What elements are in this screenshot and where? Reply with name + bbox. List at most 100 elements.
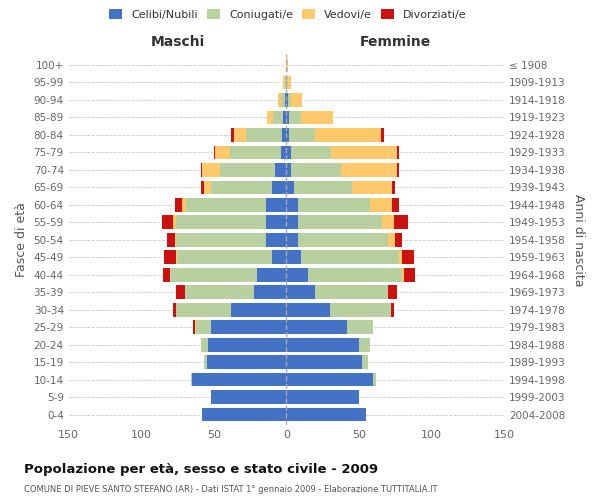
Bar	[392, 198, 400, 211]
Bar	[272, 180, 286, 194]
Bar	[285, 76, 286, 89]
Bar	[286, 268, 308, 281]
Bar	[286, 180, 293, 194]
Bar	[298, 198, 370, 211]
Bar	[195, 320, 196, 334]
Bar	[330, 303, 391, 316]
Bar	[286, 338, 359, 351]
Bar	[202, 408, 286, 422]
Bar	[392, 180, 395, 194]
Bar	[331, 146, 397, 159]
Bar	[404, 268, 415, 281]
Bar	[278, 93, 281, 106]
Bar	[202, 163, 220, 176]
Bar	[170, 268, 257, 281]
Bar	[234, 128, 245, 141]
Bar	[211, 180, 272, 194]
Bar	[290, 163, 341, 176]
Bar	[231, 128, 234, 141]
Bar	[388, 233, 395, 246]
Bar	[286, 110, 289, 124]
Bar	[192, 373, 286, 386]
Bar	[206, 356, 286, 369]
Bar	[286, 356, 362, 369]
Bar	[286, 146, 290, 159]
Bar	[286, 320, 347, 334]
Bar	[403, 250, 414, 264]
Bar	[301, 250, 400, 264]
Bar	[214, 146, 215, 159]
Bar	[298, 216, 382, 229]
Bar	[288, 76, 290, 89]
Bar	[286, 286, 316, 299]
Bar	[293, 180, 352, 194]
Bar	[211, 320, 286, 334]
Bar	[288, 93, 290, 106]
Bar	[290, 146, 331, 159]
Bar	[176, 216, 266, 229]
Legend: Celibi/Nubili, Coniugati/e, Vedovi/e, Divorziati/e: Celibi/Nubili, Coniugati/e, Vedovi/e, Di…	[106, 6, 470, 23]
Bar	[186, 198, 266, 211]
Bar	[391, 303, 394, 316]
Bar	[266, 198, 286, 211]
Bar	[289, 128, 316, 141]
Bar	[266, 233, 286, 246]
Bar	[175, 198, 182, 211]
Bar	[394, 216, 408, 229]
Bar	[359, 338, 370, 351]
Bar	[175, 233, 176, 246]
Bar	[347, 320, 373, 334]
Bar	[208, 338, 286, 351]
Y-axis label: Fasce di età: Fasce di età	[15, 202, 28, 277]
Bar	[298, 233, 388, 246]
Bar	[286, 93, 288, 106]
Bar	[286, 408, 366, 422]
Bar	[201, 180, 203, 194]
Bar	[215, 146, 230, 159]
Bar	[220, 163, 275, 176]
Bar	[286, 303, 330, 316]
Text: Popolazione per età, sesso e stato civile - 2009: Popolazione per età, sesso e stato civil…	[24, 462, 378, 475]
Bar	[201, 338, 208, 351]
Bar	[254, 286, 286, 299]
Bar	[273, 110, 283, 124]
Bar	[161, 216, 173, 229]
Bar	[308, 268, 403, 281]
Bar	[362, 356, 368, 369]
Bar	[275, 163, 286, 176]
Bar	[272, 250, 286, 264]
Bar	[400, 250, 403, 264]
Bar	[176, 303, 231, 316]
Bar	[286, 58, 288, 72]
Bar	[286, 128, 289, 141]
Bar	[286, 163, 290, 176]
Bar	[370, 198, 392, 211]
Bar	[352, 180, 392, 194]
Bar	[196, 320, 211, 334]
Bar	[182, 198, 186, 211]
Bar	[176, 286, 185, 299]
Bar	[316, 128, 380, 141]
Text: Maschi: Maschi	[151, 35, 205, 49]
Bar	[286, 390, 359, 404]
Bar	[382, 216, 394, 229]
Bar	[290, 93, 302, 106]
Text: COMUNE DI PIEVE SANTO STEFANO (AR) - Dati ISTAT 1° gennaio 2009 - Elaborazione T: COMUNE DI PIEVE SANTO STEFANO (AR) - Dat…	[24, 486, 437, 494]
Bar	[191, 373, 192, 386]
Bar	[201, 163, 202, 176]
Bar	[286, 198, 298, 211]
Bar	[211, 390, 286, 404]
Bar	[173, 303, 176, 316]
Y-axis label: Anni di nascita: Anni di nascita	[572, 194, 585, 286]
Bar	[286, 216, 298, 229]
Bar	[167, 233, 175, 246]
Bar	[281, 146, 286, 159]
Bar	[286, 373, 373, 386]
Bar	[282, 128, 286, 141]
Bar	[397, 163, 400, 176]
Bar	[163, 268, 170, 281]
Bar	[286, 233, 298, 246]
Bar	[203, 180, 211, 194]
Bar	[281, 93, 285, 106]
Bar	[285, 93, 286, 106]
